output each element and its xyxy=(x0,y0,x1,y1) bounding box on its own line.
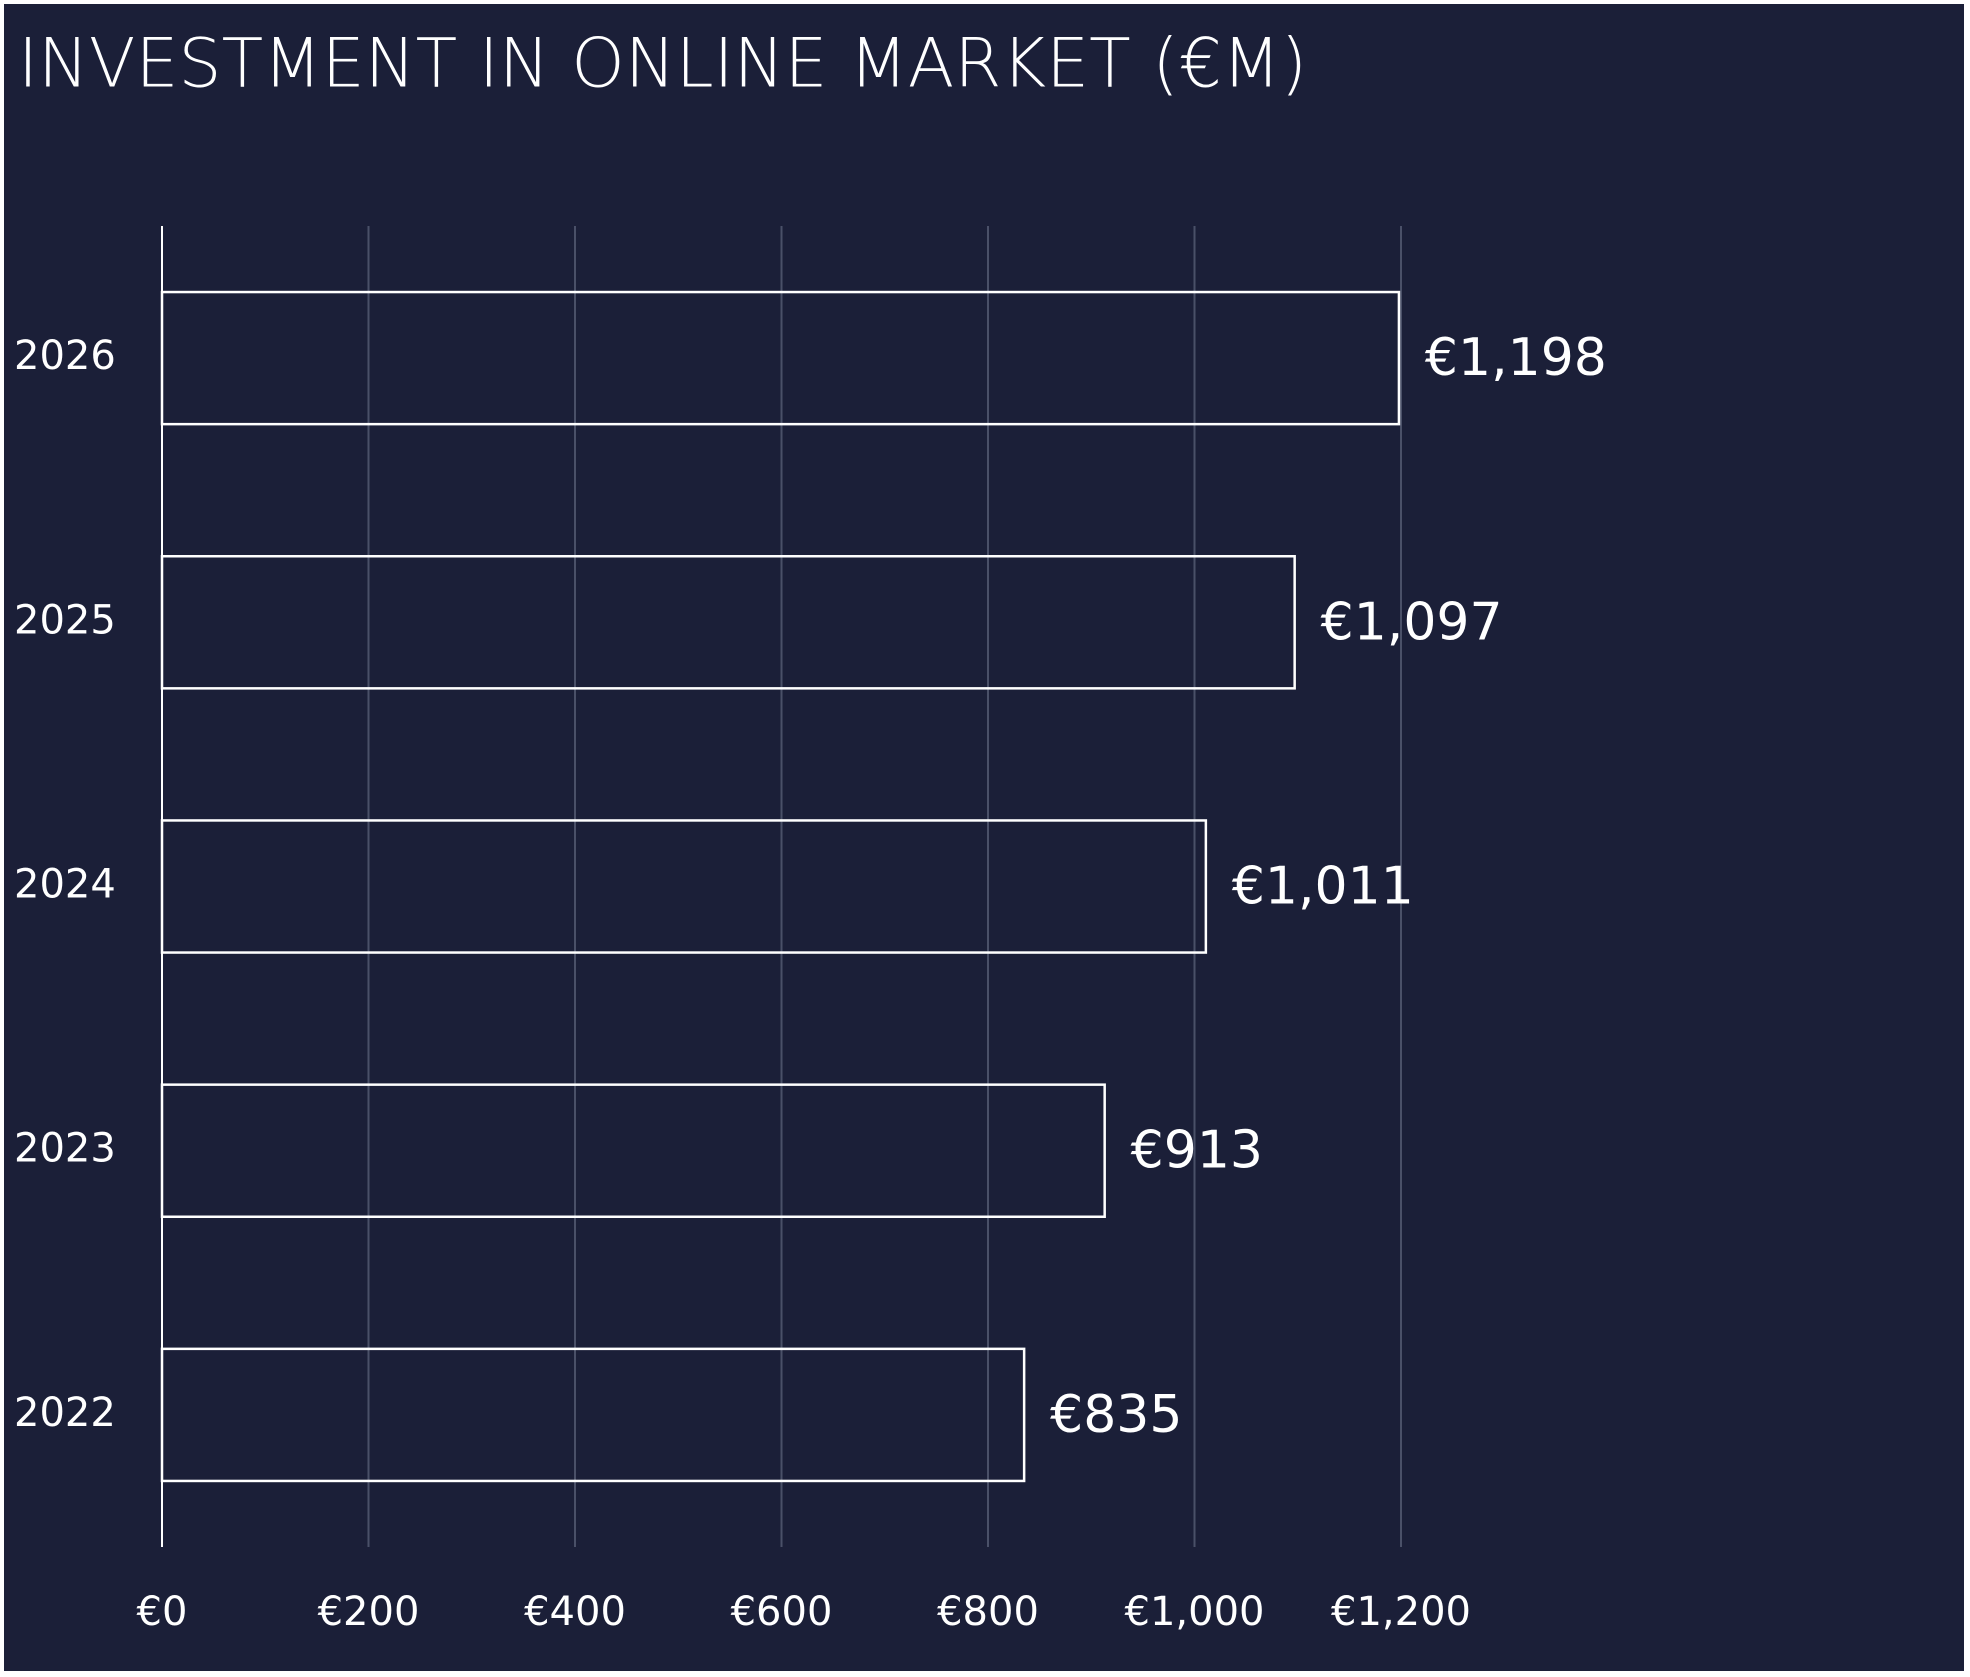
y-tick-label: 2022 xyxy=(14,1390,116,1436)
x-tick-label: €800 xyxy=(937,1589,1039,1635)
y-tick-label: 2024 xyxy=(14,862,116,908)
x-tick-label: €1,200 xyxy=(1331,1589,1471,1635)
value-label: €1,011 xyxy=(1232,857,1414,917)
x-tick-label: €1,000 xyxy=(1125,1589,1265,1635)
value-label: €1,198 xyxy=(1425,328,1607,388)
x-tick-label: €600 xyxy=(731,1589,833,1635)
bar xyxy=(160,1083,1106,1219)
value-label: €835 xyxy=(1050,1385,1182,1445)
x-tick-label: €200 xyxy=(318,1589,420,1635)
chart-title: INVESTMENT IN ONLINE MARKET (€M) xyxy=(18,25,1307,104)
value-label: €913 xyxy=(1131,1121,1263,1181)
y-tick-label: 2026 xyxy=(14,333,116,379)
bar xyxy=(160,819,1208,954)
x-tick-label: €0 xyxy=(137,1589,188,1635)
bar xyxy=(160,555,1296,690)
x-tick-label: €400 xyxy=(524,1589,626,1635)
y-tick-label: 2023 xyxy=(14,1126,116,1172)
value-label: €1,097 xyxy=(1321,592,1503,652)
bar xyxy=(160,290,1401,426)
bar xyxy=(160,1347,1026,1483)
y-tick-label: 2025 xyxy=(14,597,116,643)
